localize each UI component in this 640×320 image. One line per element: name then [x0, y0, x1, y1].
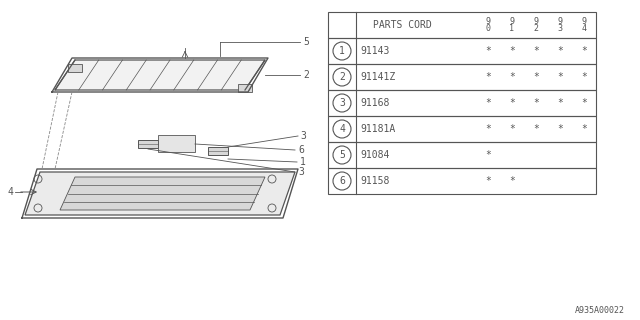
- Text: *: *: [557, 72, 563, 82]
- Text: *: *: [509, 46, 515, 56]
- Text: 91141Z: 91141Z: [360, 72, 396, 82]
- Text: 2: 2: [303, 70, 309, 80]
- Text: *: *: [509, 176, 515, 186]
- Text: *: *: [557, 46, 563, 56]
- Text: 3: 3: [339, 98, 345, 108]
- Bar: [328, 38, 596, 64]
- Text: A935A00022: A935A00022: [575, 306, 625, 315]
- Text: *: *: [557, 98, 563, 108]
- Polygon shape: [138, 140, 158, 148]
- Text: 91168: 91168: [360, 98, 389, 108]
- Text: *: *: [533, 72, 539, 82]
- Bar: [328, 142, 596, 168]
- Polygon shape: [60, 177, 265, 210]
- Text: *: *: [533, 98, 539, 108]
- Text: *: *: [581, 98, 587, 108]
- Text: 5: 5: [303, 37, 309, 47]
- Text: *: *: [485, 72, 491, 82]
- Text: *: *: [533, 124, 539, 134]
- Polygon shape: [55, 60, 265, 90]
- Text: 4: 4: [7, 187, 13, 197]
- Text: *: *: [485, 46, 491, 56]
- Text: 2: 2: [339, 72, 345, 82]
- Text: *: *: [485, 150, 491, 160]
- Polygon shape: [238, 84, 252, 92]
- Text: 91181A: 91181A: [360, 124, 396, 134]
- Text: 6: 6: [339, 176, 345, 186]
- Bar: [328, 168, 596, 194]
- Text: 9
3: 9 3: [557, 17, 563, 34]
- Text: *: *: [581, 124, 587, 134]
- Text: PARTS CORD: PARTS CORD: [372, 20, 431, 30]
- Text: 1: 1: [300, 157, 306, 167]
- Text: *: *: [485, 124, 491, 134]
- Text: 6: 6: [298, 145, 304, 155]
- Polygon shape: [25, 172, 295, 215]
- Bar: [328, 90, 596, 116]
- Text: 1: 1: [339, 46, 345, 56]
- Text: 3: 3: [298, 167, 304, 177]
- Text: 9
0: 9 0: [486, 17, 490, 34]
- Text: *: *: [581, 72, 587, 82]
- Bar: [328, 64, 596, 90]
- Bar: [328, 12, 596, 38]
- Text: 91084: 91084: [360, 150, 389, 160]
- Text: *: *: [509, 124, 515, 134]
- Text: 5: 5: [339, 150, 345, 160]
- Text: *: *: [581, 46, 587, 56]
- Text: *: *: [509, 72, 515, 82]
- Text: *: *: [557, 124, 563, 134]
- Text: 3: 3: [300, 131, 306, 141]
- Text: *: *: [485, 176, 491, 186]
- Bar: [328, 116, 596, 142]
- Text: 91143: 91143: [360, 46, 389, 56]
- Text: 91158: 91158: [360, 176, 389, 186]
- Polygon shape: [208, 147, 228, 155]
- Text: *: *: [533, 46, 539, 56]
- Polygon shape: [158, 135, 195, 152]
- Polygon shape: [68, 64, 82, 72]
- Text: 9
2: 9 2: [534, 17, 538, 34]
- Text: *: *: [485, 98, 491, 108]
- Text: 9
4: 9 4: [582, 17, 586, 34]
- Text: 4: 4: [339, 124, 345, 134]
- Text: 9
1: 9 1: [509, 17, 515, 34]
- Text: *: *: [509, 98, 515, 108]
